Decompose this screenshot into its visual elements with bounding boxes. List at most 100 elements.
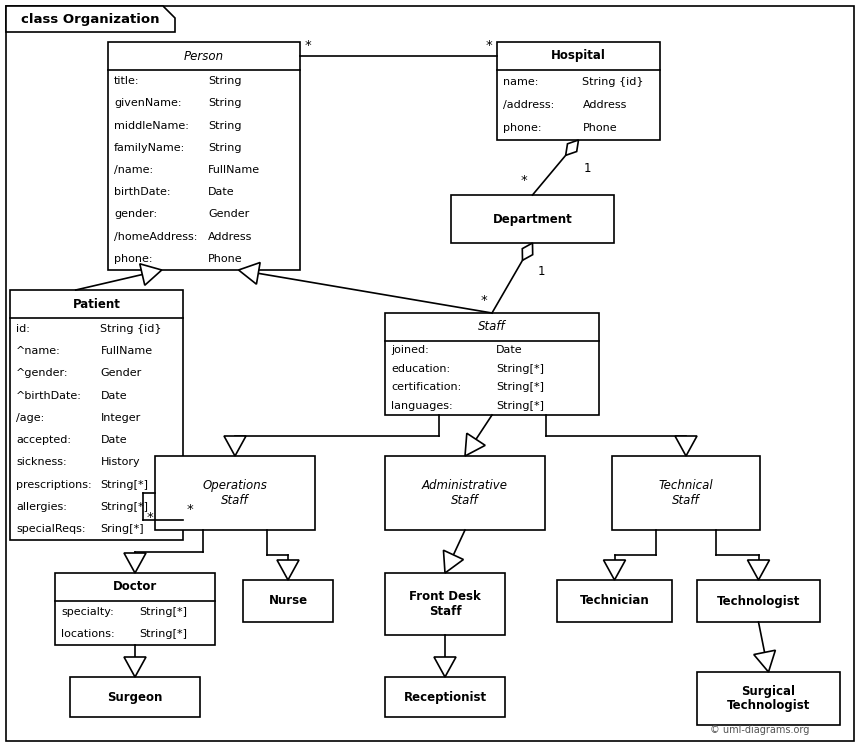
Text: Front Desk
Staff: Front Desk Staff <box>409 590 481 618</box>
Text: Sring[*]: Sring[*] <box>101 524 144 534</box>
Text: /address:: /address: <box>503 100 554 110</box>
Bar <box>451 195 614 243</box>
Polygon shape <box>465 433 485 456</box>
Text: Receptionist: Receptionist <box>403 690 487 704</box>
Text: Department: Department <box>493 212 573 226</box>
Polygon shape <box>522 243 532 260</box>
Polygon shape <box>224 436 246 456</box>
Text: middleName:: middleName: <box>114 120 189 131</box>
Text: *: * <box>305 39 311 52</box>
Text: ^gender:: ^gender: <box>16 368 69 379</box>
Text: joined:: joined: <box>391 345 429 356</box>
Polygon shape <box>675 436 697 456</box>
Bar <box>55 573 215 645</box>
Polygon shape <box>124 657 146 677</box>
Polygon shape <box>124 553 146 573</box>
Text: Technologist: Technologist <box>717 595 800 607</box>
Bar <box>697 672 840 725</box>
Text: specialReqs:: specialReqs: <box>16 524 85 534</box>
Text: /age:: /age: <box>16 413 44 423</box>
Text: String {id}: String {id} <box>101 324 162 334</box>
Text: givenName:: givenName: <box>114 99 181 108</box>
Text: education:: education: <box>391 364 450 374</box>
Text: String: String <box>208 120 242 131</box>
Bar <box>108 42 300 270</box>
Polygon shape <box>238 262 260 284</box>
Text: FullName: FullName <box>208 165 260 175</box>
Text: name:: name: <box>503 77 538 87</box>
Text: History: History <box>101 457 140 468</box>
Text: Address: Address <box>582 100 627 110</box>
Polygon shape <box>140 264 162 285</box>
Polygon shape <box>277 560 299 580</box>
Text: title:: title: <box>114 76 139 86</box>
Polygon shape <box>604 560 625 580</box>
Text: String: String <box>208 143 242 153</box>
Bar <box>557 580 672 622</box>
Text: Date: Date <box>208 187 235 197</box>
Bar <box>385 573 505 635</box>
Text: Technical
Staff: Technical Staff <box>659 479 713 507</box>
Text: Phone: Phone <box>208 254 243 264</box>
Text: familyName:: familyName: <box>114 143 185 153</box>
Text: Patient: Patient <box>72 297 120 311</box>
Text: Hospital: Hospital <box>551 49 606 63</box>
Bar <box>612 456 760 530</box>
Bar <box>385 456 545 530</box>
Text: Integer: Integer <box>101 413 141 423</box>
Text: String[*]: String[*] <box>496 364 544 374</box>
Bar <box>243 580 333 622</box>
Text: ^name:: ^name: <box>16 347 61 356</box>
Text: 1: 1 <box>538 265 545 278</box>
Text: String[*]: String[*] <box>101 480 149 489</box>
Polygon shape <box>754 650 776 672</box>
Text: /name:: /name: <box>114 165 153 175</box>
Polygon shape <box>434 657 456 677</box>
Text: prescriptions:: prescriptions: <box>16 480 92 489</box>
Text: *: * <box>480 294 487 307</box>
Text: String: String <box>208 99 242 108</box>
Text: *: * <box>187 503 194 516</box>
Text: gender:: gender: <box>114 209 157 220</box>
Text: © uml-diagrams.org: © uml-diagrams.org <box>710 725 809 735</box>
Text: phone:: phone: <box>503 123 542 133</box>
Bar <box>385 677 505 717</box>
Text: ^birthDate:: ^birthDate: <box>16 391 82 400</box>
Bar <box>697 580 820 622</box>
Text: Operations
Staff: Operations Staff <box>203 479 267 507</box>
Text: Doctor: Doctor <box>113 580 157 594</box>
Text: allergies:: allergies: <box>16 502 67 512</box>
Text: languages:: languages: <box>391 400 452 411</box>
Text: Staff: Staff <box>478 320 506 333</box>
Text: accepted:: accepted: <box>16 435 71 445</box>
Text: phone:: phone: <box>114 254 152 264</box>
Polygon shape <box>566 140 579 155</box>
Text: String {id}: String {id} <box>582 77 644 87</box>
Text: Date: Date <box>101 435 127 445</box>
Text: String[*]: String[*] <box>139 607 187 617</box>
Text: 1: 1 <box>583 162 591 175</box>
Polygon shape <box>747 560 770 580</box>
Text: Person: Person <box>184 49 224 63</box>
Text: certification:: certification: <box>391 382 461 392</box>
Text: String[*]: String[*] <box>496 400 544 411</box>
Text: FullName: FullName <box>101 347 152 356</box>
Text: Date: Date <box>496 345 523 356</box>
Text: Technician: Technician <box>580 595 649 607</box>
Text: Address: Address <box>208 232 252 242</box>
Text: Date: Date <box>101 391 127 400</box>
Text: locations:: locations: <box>61 629 114 639</box>
Text: String[*]: String[*] <box>101 502 149 512</box>
Text: String: String <box>208 76 242 86</box>
Text: id:: id: <box>16 324 30 334</box>
Text: sickness:: sickness: <box>16 457 66 468</box>
Text: *: * <box>485 39 492 52</box>
Bar <box>10 290 183 540</box>
Bar <box>497 42 660 140</box>
Text: birthDate:: birthDate: <box>114 187 170 197</box>
Text: String[*]: String[*] <box>139 629 187 639</box>
Text: Surgical
Technologist: Surgical Technologist <box>727 684 810 713</box>
Text: /homeAddress:: /homeAddress: <box>114 232 198 242</box>
Text: Gender: Gender <box>101 368 142 379</box>
Polygon shape <box>444 551 464 573</box>
